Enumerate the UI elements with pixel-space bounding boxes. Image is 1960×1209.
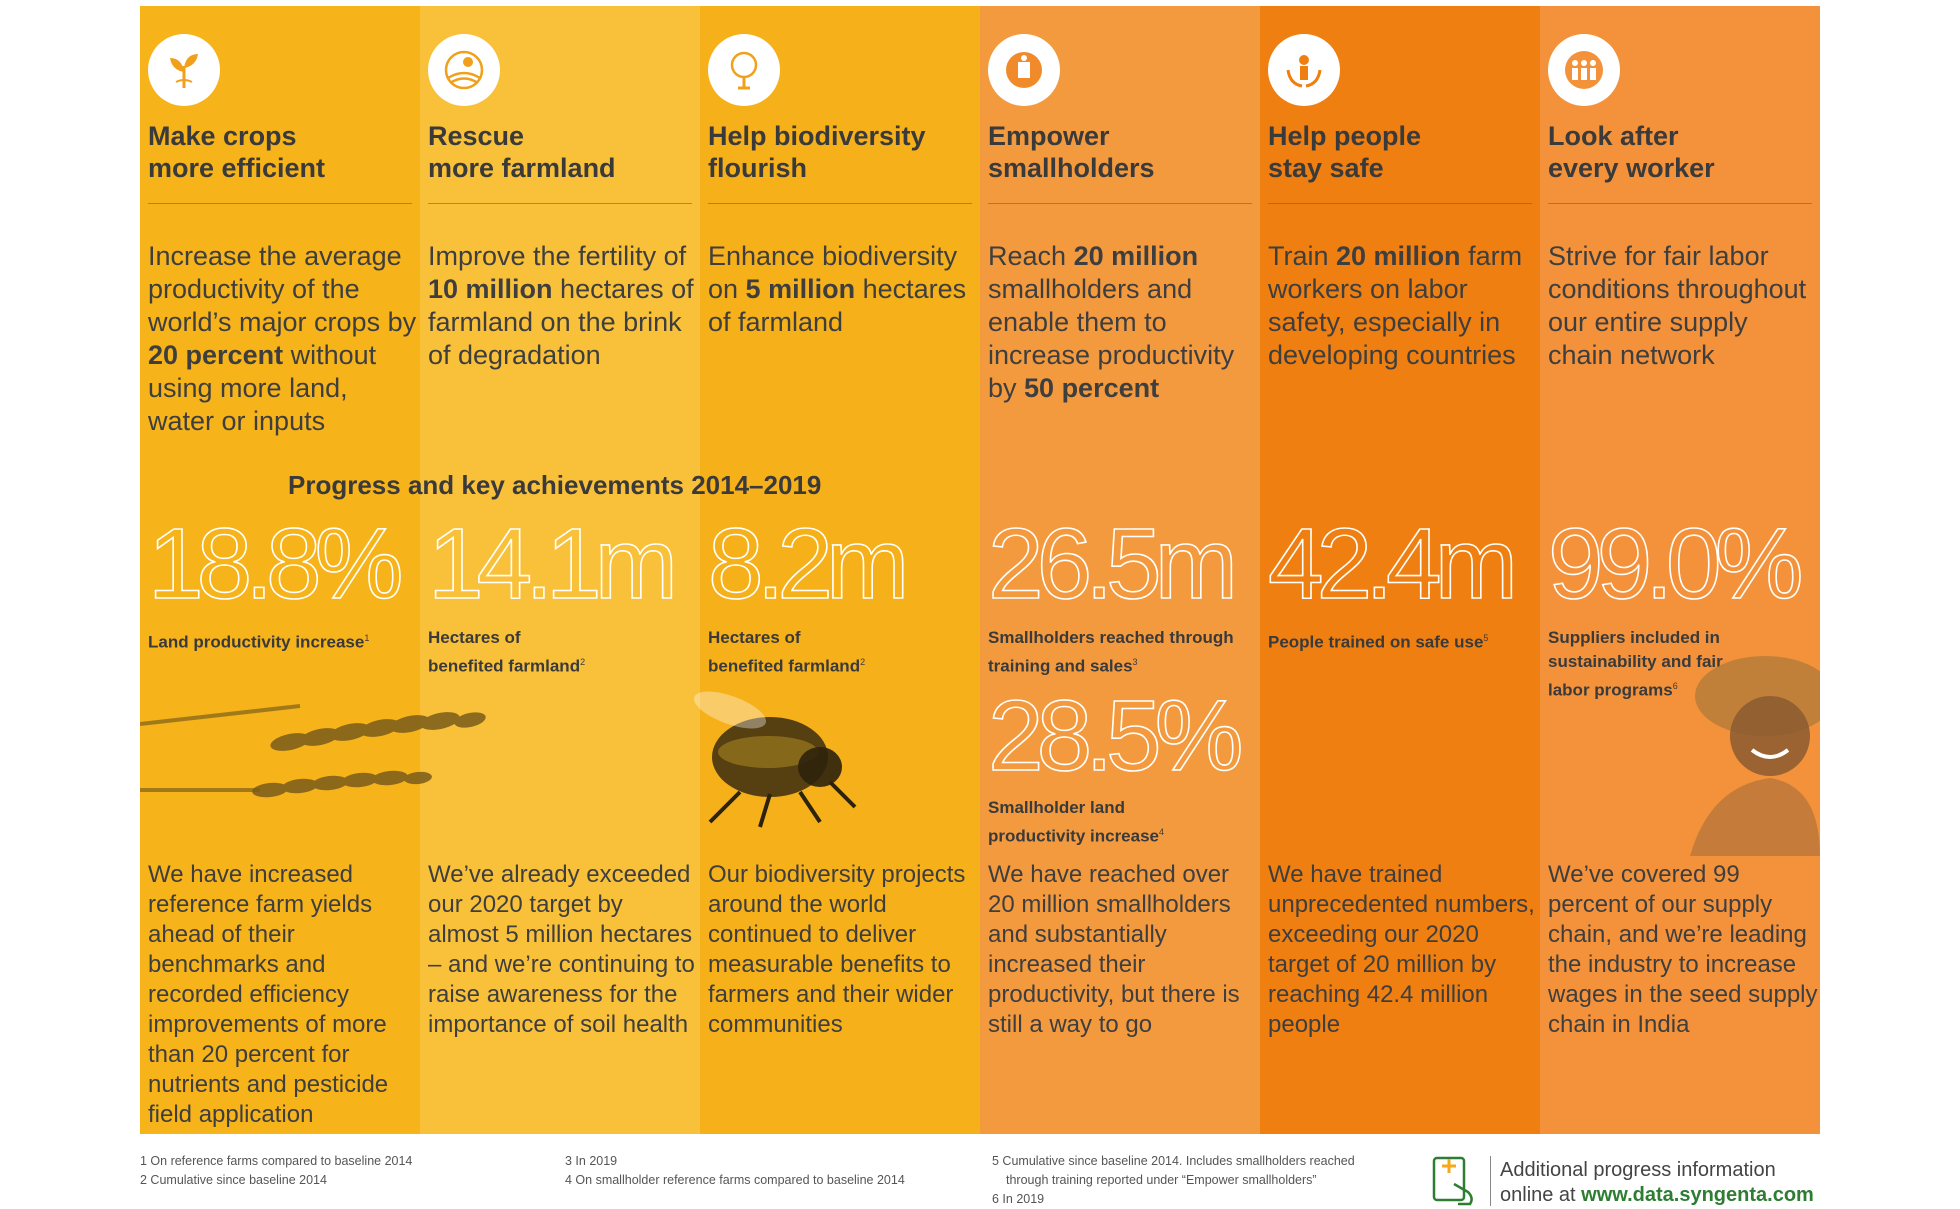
pillar-story: We have trained unprecedented numbers, e… xyxy=(1268,861,1535,1038)
pillar-column-6: Look after every worker Strive for fair l… xyxy=(1540,6,1820,1134)
person-hands-icon xyxy=(1268,34,1340,106)
footnote-5: 5 Cumulative since baseline 2014. Includ… xyxy=(992,1154,1355,1168)
divider-rule xyxy=(428,203,692,204)
footnote-4: 4 On smallholder reference farms compare… xyxy=(565,1173,905,1187)
pillar-goal: Strive for fair labor conditions through… xyxy=(1548,241,1807,370)
divider-rule xyxy=(148,203,412,204)
cta-link[interactable]: www.data.syngenta.com xyxy=(1581,1184,1814,1206)
pillar-title: Help biodiversity flourish xyxy=(708,121,926,183)
footnote-ref: 5 xyxy=(1483,633,1489,643)
divider-rule xyxy=(708,203,972,204)
pillar-story: We’ve already exceeded our 2020 target b… xyxy=(428,861,695,1038)
bee-illustration xyxy=(693,691,857,828)
footnote-ref: 2 xyxy=(580,657,586,667)
stat-value: 26.5m xyxy=(987,508,1239,620)
footnote-2: 2 Cumulative since baseline 2014 xyxy=(140,1173,327,1187)
pillar-goal: Train 20 million farm workers on labor s… xyxy=(1268,241,1523,370)
stat-label: Hectares of benefited farmland2 xyxy=(428,628,586,676)
stat-label: Hectares of benefited farmland2 xyxy=(708,628,866,676)
pillar-goal: Enhance biodiversity on 5 million hectar… xyxy=(708,241,967,337)
divider-rule xyxy=(1548,203,1812,204)
cta-prefix: online at xyxy=(1500,1184,1582,1206)
infographic-panel: Make crops more efficient Increase the av… xyxy=(140,6,1820,1134)
cta-divider xyxy=(1490,1156,1491,1206)
progress-heading: Progress and key achievements 2014–2019 xyxy=(288,470,822,500)
divider-rule xyxy=(988,203,1252,204)
stat-label-secondary: Smallholder land productivity increase4 xyxy=(988,798,1165,846)
footnote-ref: 3 xyxy=(1132,657,1138,667)
stat-value-secondary: 28.5% xyxy=(987,680,1244,792)
footnote-3: 3 In 2019 xyxy=(565,1154,618,1168)
pillar-story: We have increased reference farm yields … xyxy=(148,861,389,1128)
stat-label: People trained on safe use5 xyxy=(1268,632,1489,652)
pillar-title: Empower smallholders xyxy=(988,121,1155,183)
pillar-title: Help people stay safe xyxy=(1268,121,1422,183)
footnote-ref: 2 xyxy=(860,657,866,667)
footnote-1: 1 On reference farms compared to baselin… xyxy=(140,1154,413,1168)
stat-value: 14.1m xyxy=(427,508,679,620)
pillar-goal: Improve the fertility of 10 million hect… xyxy=(428,241,694,370)
pillar-column-5: Help people stay safe Train 20 million fa… xyxy=(1260,6,1540,1134)
sprout-icon xyxy=(148,34,220,106)
pillar-column-1: Make crops more efficient Increase the av… xyxy=(140,6,420,1134)
tree-icon xyxy=(708,34,780,106)
stat-value: 18.8% xyxy=(147,508,404,620)
footnote-ref: 6 xyxy=(1672,681,1678,691)
wheat-illustration xyxy=(140,704,486,798)
smallholder-icon xyxy=(988,34,1060,106)
pillar-goal: Increase the average productivity of the… xyxy=(148,241,417,436)
stat-label: Smallholders reached through training and… xyxy=(988,628,1234,676)
farmland-icon xyxy=(428,34,500,106)
footnote-5-cont: through training reported under “Empower… xyxy=(1006,1173,1317,1187)
pillar-title: Rescue more farmland xyxy=(428,121,616,183)
pillar-goal: Reach 20 million smallholders and enable… xyxy=(988,241,1235,403)
footnote-ref: 4 xyxy=(1159,827,1165,837)
pillar-title: Look after every worker xyxy=(1548,121,1715,183)
pillar-story: We have reached over 20 million smallhol… xyxy=(988,861,1240,1038)
cta-text: Additional progress information online a… xyxy=(1500,1158,1814,1208)
pillar-column-4: Empower smallholders Reach 20 million sma… xyxy=(980,6,1260,1134)
farmer-photo xyxy=(1690,656,1820,856)
pillar-story: Our biodiversity projects around the wor… xyxy=(708,861,966,1038)
stat-value: 42.4m xyxy=(1267,508,1519,620)
pillar-title: Make crops more efficient xyxy=(148,121,326,183)
stat-value: 99.0% xyxy=(1547,508,1804,620)
pillar-story: We’ve covered 99 percent of our supply c… xyxy=(1548,861,1818,1038)
pillar-column-2: Rescue more farmland Improve the fertilit… xyxy=(420,6,700,1134)
footnote-ref: 1 xyxy=(364,633,370,643)
workers-group-icon xyxy=(1548,34,1620,106)
stat-value: 8.2m xyxy=(707,508,910,620)
divider-rule xyxy=(1268,203,1532,204)
pillar-column-3: Help biodiversity flourish Enhance biodiv… xyxy=(700,6,980,1134)
stat-label: Land productivity increase1 xyxy=(148,632,370,652)
stat-label: Suppliers included in sustainability and … xyxy=(1548,628,1723,700)
cta-line1: Additional progress information xyxy=(1500,1159,1776,1181)
